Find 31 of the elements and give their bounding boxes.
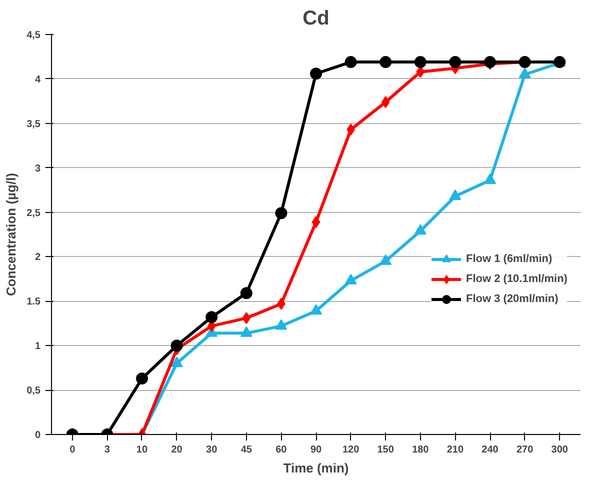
x-axis-title: Time (min) — [283, 460, 349, 476]
x-tick-label: 30 — [206, 444, 218, 456]
y-tick-label: 2,5 — [26, 208, 41, 219]
y-tick-label: 4,5 — [26, 30, 41, 41]
x-tick-label: 60 — [276, 444, 288, 456]
x-tick-label: 150 — [377, 444, 394, 456]
x-tick-label: 270 — [516, 444, 534, 456]
x-tick-label: 10 — [136, 444, 148, 456]
y-tick-label: 1 — [34, 341, 41, 352]
x-tick-label: 45 — [240, 444, 252, 456]
x-tick-label: 20 — [171, 444, 183, 456]
x-tick-label: 180 — [412, 444, 430, 456]
y-tick-label: 0 — [34, 430, 41, 441]
legend-label: Flow 3 (20ml/min) — [466, 293, 558, 305]
y-tick-label: 0,5 — [26, 386, 41, 397]
legend-label: Flow 2 (10.1ml/min) — [466, 273, 568, 285]
chart-title: Cd — [302, 8, 330, 30]
x-tick-label: 3 — [104, 444, 110, 456]
y-tick-label: 3,5 — [26, 118, 41, 130]
x-tick-label: 300 — [551, 444, 568, 456]
y-axis-title: Concentration (µg/l) — [4, 172, 19, 296]
y-tick-label: 3 — [34, 163, 41, 174]
x-tick-label: 240 — [482, 444, 499, 456]
x-tick-label: 90 — [310, 444, 322, 456]
y-tick-label: 4 — [34, 74, 41, 86]
x-tick-label: 120 — [342, 444, 360, 456]
y-tick-label: 1.5 — [26, 296, 41, 308]
x-tick-label: 210 — [446, 444, 464, 456]
x-tick-label: 0 — [70, 444, 76, 456]
legend-label: Flow 1 (6ml/min) — [466, 253, 552, 265]
y-tick-label: 2 — [34, 252, 41, 264]
